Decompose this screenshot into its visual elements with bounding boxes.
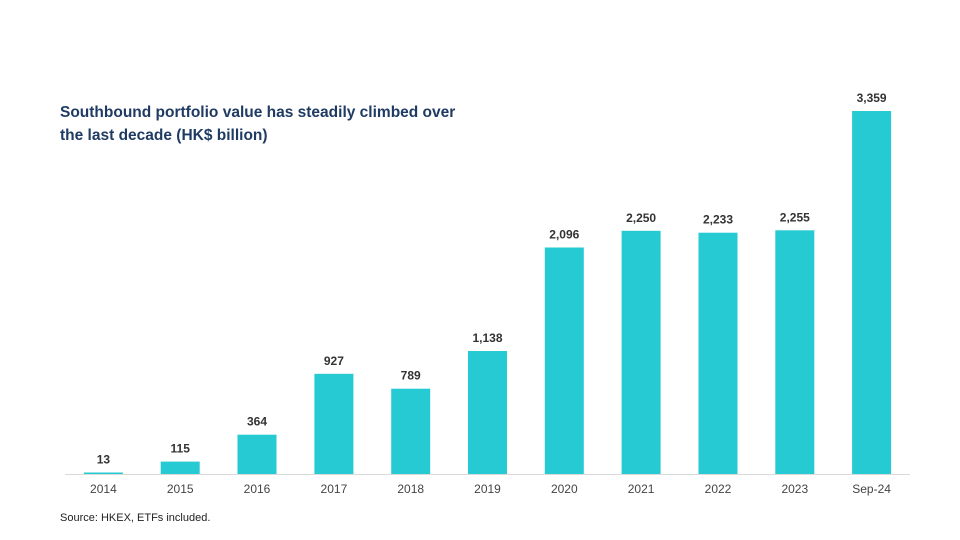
bar-2020 bbox=[544, 247, 584, 474]
bar-2016 bbox=[237, 434, 277, 474]
data-label-2017: 927 bbox=[324, 354, 344, 368]
x-tick-label-2021: 2021 bbox=[628, 482, 655, 496]
x-tick-labels-group: 2014 2015 2016 2017 2018 2019 2020 2021 2022 2023… bbox=[90, 482, 891, 496]
x-tick-label-2022: 2022 bbox=[705, 482, 732, 496]
bar-sep-24 bbox=[852, 111, 892, 474]
data-label-2020: 2,096 bbox=[549, 228, 579, 242]
x-tick-label-2019: 2019 bbox=[474, 482, 501, 496]
source-note: Source: HKEX, ETFs included. bbox=[60, 512, 211, 524]
x-tick-label-2018: 2018 bbox=[397, 482, 424, 496]
data-label-2015: 115 bbox=[171, 442, 191, 456]
bar-2014 bbox=[83, 472, 123, 474]
chart-title: Southbound portfolio value has steadily … bbox=[60, 104, 456, 144]
data-label-2014: 13 bbox=[97, 453, 111, 467]
x-tick-label-2014: 2014 bbox=[90, 482, 117, 496]
data-label-2022: 2,233 bbox=[703, 213, 733, 227]
bar-2015 bbox=[160, 461, 200, 474]
bar-2021 bbox=[621, 230, 661, 474]
data-label-2018: 789 bbox=[401, 369, 421, 383]
x-tick-label-2015: 2015 bbox=[167, 482, 194, 496]
data-label-sep-24: 3,359 bbox=[857, 91, 887, 105]
data-label-2023: 2,255 bbox=[780, 210, 810, 224]
x-tick-label-2020: 2020 bbox=[551, 482, 578, 496]
x-tick-label-2023: 2023 bbox=[781, 482, 808, 496]
bars-group bbox=[83, 111, 892, 474]
bar-2017 bbox=[314, 373, 354, 474]
bar-2022 bbox=[698, 232, 738, 474]
bar-2023 bbox=[775, 230, 815, 474]
data-label-2021: 2,250 bbox=[626, 211, 656, 225]
x-tick-label-sep-24: Sep-24 bbox=[852, 482, 891, 496]
bar-2019 bbox=[468, 351, 507, 474]
bar-2018 bbox=[391, 388, 431, 474]
x-tick-label-2016: 2016 bbox=[244, 482, 271, 496]
data-label-2019: 1,138 bbox=[472, 331, 502, 345]
x-tick-label-2017: 2017 bbox=[321, 482, 348, 496]
data-label-2016: 364 bbox=[247, 415, 267, 429]
data-labels-group: 13 115 364 927 789 1,138 2,096 2,250 2,233 2,255 3… bbox=[97, 91, 887, 467]
